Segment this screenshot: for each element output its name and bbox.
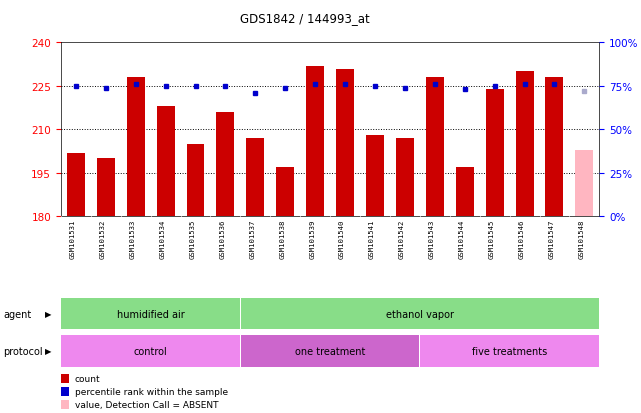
Text: GSM101545: GSM101545 [488, 219, 495, 259]
Bar [420, 335, 599, 367]
Text: percentile rank within the sample: percentile rank within the sample [75, 387, 228, 396]
Text: GSM101542: GSM101542 [399, 219, 405, 259]
Bar [241, 298, 599, 330]
Text: GSM101547: GSM101547 [549, 219, 554, 259]
Bar [576, 150, 594, 217]
Text: GSM101535: GSM101535 [190, 219, 196, 259]
Text: GSM101543: GSM101543 [429, 219, 435, 259]
Bar [62, 335, 240, 367]
Bar [217, 113, 235, 217]
Bar [336, 69, 354, 217]
Text: GSM101538: GSM101538 [279, 219, 285, 259]
Bar [545, 78, 563, 217]
Text: GSM101540: GSM101540 [339, 219, 345, 259]
Text: GSM101537: GSM101537 [249, 219, 255, 259]
Bar [187, 145, 204, 217]
Bar [426, 78, 444, 217]
Text: GSM101533: GSM101533 [129, 219, 136, 259]
Bar [241, 335, 419, 367]
Bar [486, 90, 504, 217]
Text: GSM101548: GSM101548 [578, 219, 585, 259]
Bar [156, 107, 174, 217]
Text: GSM101541: GSM101541 [369, 219, 375, 259]
Text: agent: agent [3, 309, 31, 319]
Bar [276, 168, 294, 217]
Text: GSM101536: GSM101536 [219, 219, 226, 259]
Text: GSM101539: GSM101539 [309, 219, 315, 259]
Text: ethanol vapor: ethanol vapor [386, 309, 454, 319]
Text: protocol: protocol [3, 346, 43, 356]
Text: five treatments: five treatments [472, 346, 547, 356]
Text: count: count [75, 374, 101, 383]
Bar [515, 72, 533, 217]
Text: one treatment: one treatment [295, 346, 365, 356]
Text: ▶: ▶ [45, 309, 51, 318]
Text: GDS1842 / 144993_at: GDS1842 / 144993_at [240, 12, 369, 25]
Text: GSM101546: GSM101546 [519, 219, 524, 259]
Bar [127, 78, 145, 217]
Text: GSM101531: GSM101531 [70, 219, 76, 259]
Bar [396, 139, 414, 217]
Bar [456, 168, 474, 217]
Text: GSM101534: GSM101534 [160, 219, 165, 259]
Bar [67, 153, 85, 217]
Text: value, Detection Call = ABSENT: value, Detection Call = ABSENT [75, 400, 219, 409]
Bar [366, 136, 384, 217]
Text: GSM101544: GSM101544 [459, 219, 465, 259]
Bar [62, 298, 240, 330]
Bar [97, 159, 115, 217]
Bar [246, 139, 264, 217]
Text: ▶: ▶ [45, 347, 51, 356]
Bar [306, 66, 324, 217]
Text: control: control [134, 346, 167, 356]
Text: GSM101532: GSM101532 [100, 219, 106, 259]
Text: humidified air: humidified air [117, 309, 185, 319]
